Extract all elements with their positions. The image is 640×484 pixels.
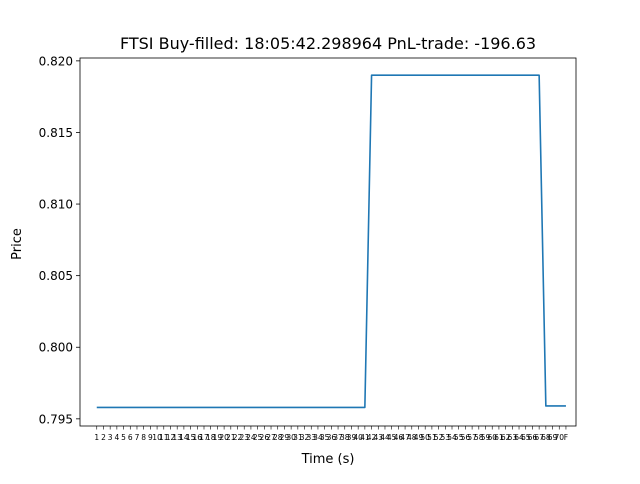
x-tick-label: 2 — [101, 433, 106, 442]
x-tick-label: 13 — [172, 433, 182, 442]
x-tick-label: 19 — [213, 433, 223, 442]
x-tick-label: 64 — [514, 433, 524, 442]
price-series-line — [96, 74, 566, 409]
x-tick-label: 33 — [306, 433, 316, 442]
x-tick-label: 54 — [447, 433, 457, 442]
x-tick-label: 30 — [286, 433, 296, 442]
x-tick-label: 67 — [534, 433, 544, 442]
x-tick-label: 11 — [159, 433, 169, 442]
x-tick-label: 51 — [427, 433, 437, 442]
x-tick-label: 25 — [253, 433, 263, 442]
x-tick-label: 68 — [541, 433, 551, 442]
x-tick-label: 3 — [108, 433, 113, 442]
x-tick-label: 62 — [501, 433, 511, 442]
x-tick-label: 52 — [434, 433, 444, 442]
x-tick-label: 32 — [300, 433, 310, 442]
x-tick-label: 20 — [219, 433, 229, 442]
x-tick-label: 7 — [135, 433, 140, 442]
y-tick-label: 0.795 — [39, 412, 73, 426]
x-tick-label: 31 — [293, 433, 303, 442]
x-tick-label: 41 — [360, 433, 370, 442]
x-tick-label: 49 — [414, 433, 424, 442]
x-tick-label: 40 — [353, 433, 363, 442]
x-tick-label: 45 — [387, 433, 397, 442]
plot-area — [79, 57, 577, 427]
x-tick-label: 34 — [313, 433, 323, 442]
x-tick-label: 43 — [373, 433, 383, 442]
x-tick-label: 21 — [226, 433, 236, 442]
x-tick-label: 4 — [114, 433, 119, 442]
y-tick-label: 0.815 — [39, 126, 73, 140]
x-tick-label: 39 — [347, 433, 357, 442]
x-tick-label: 36 — [327, 433, 337, 442]
x-tick-label: 14 — [179, 433, 189, 442]
x-tick-label: 53 — [441, 433, 451, 442]
x-tick-label: 17 — [199, 433, 209, 442]
x-tick-label: 65 — [521, 433, 531, 442]
x-tick-label: F — [564, 433, 568, 442]
x-tick-label: 5 — [121, 433, 126, 442]
x-axis-label: Time (s) — [301, 452, 355, 467]
x-tick-label: 28 — [273, 433, 283, 442]
y-tick-label: 0.800 — [39, 341, 73, 355]
x-tick-label: 27 — [266, 433, 276, 442]
x-tick-label: 46 — [394, 433, 404, 442]
y-tick-label: 0.820 — [39, 54, 73, 68]
x-tick-label: 37 — [333, 433, 343, 442]
x-tick-label: 69 — [548, 433, 558, 442]
x-tick-label: 60 — [487, 433, 497, 442]
x-tick-label: 22 — [233, 433, 243, 442]
x-tick-label: 42 — [367, 433, 377, 442]
x-tick-label: 48 — [407, 433, 417, 442]
x-tick-label: 61 — [494, 433, 504, 442]
x-tick-label: 9 — [148, 433, 153, 442]
x-tick-label: 55 — [454, 433, 464, 442]
x-tick-label: 57 — [467, 433, 477, 442]
x-tick-label: 66 — [528, 433, 538, 442]
x-tick-label: 23 — [239, 433, 249, 442]
x-tick-label: 59 — [481, 433, 491, 442]
x-tick-label: 15 — [186, 433, 196, 442]
x-tick-label: 1 — [94, 433, 99, 442]
x-tick-label: 12 — [166, 433, 176, 442]
x-tick-label: 29 — [280, 433, 290, 442]
x-tick-label: 6 — [128, 433, 133, 442]
y-axis-label: Price — [10, 228, 25, 260]
x-tick-label: 58 — [474, 433, 484, 442]
x-tick-label: 63 — [508, 433, 518, 442]
y-axis: 0.795 0.800 0.805 0.810 0.815 0.820 — [39, 54, 80, 426]
x-tick-label: 56 — [461, 433, 471, 442]
x-tick-label: 47 — [400, 433, 410, 442]
x-axis: 1 2 3 4 5 6 7 8 9 1011121314151617181920212223242… — [94, 426, 568, 442]
x-tick-label: 44 — [380, 433, 390, 442]
x-tick-label: 38 — [340, 433, 350, 442]
x-tick-label: 70 — [554, 433, 564, 442]
x-tick-label: 26 — [260, 433, 270, 442]
x-tick-label: 16 — [193, 433, 203, 442]
x-tick-label: 50 — [420, 433, 430, 442]
x-tick-label: 18 — [206, 433, 216, 442]
x-tick-label: 35 — [320, 433, 330, 442]
y-tick-label: 0.810 — [39, 198, 73, 212]
x-tick-label: 24 — [246, 433, 256, 442]
x-tick-label: 8 — [141, 433, 146, 442]
y-tick-label: 0.805 — [39, 269, 73, 283]
chart-title: FTSI Buy-filled: 18:05:42.298964 PnL-tra… — [120, 34, 536, 53]
x-tick-label: 10 — [152, 433, 162, 442]
axes-frame — [79, 57, 577, 427]
